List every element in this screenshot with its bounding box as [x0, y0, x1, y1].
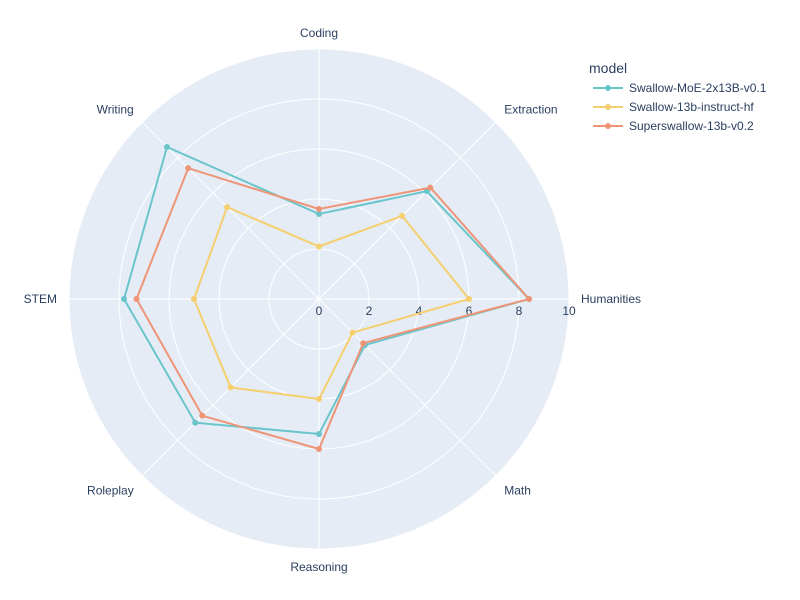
axis-label-stem: STEM [24, 292, 57, 306]
legend-item-1[interactable]: Swallow-13b-instruct-hf [593, 100, 754, 114]
data-point-1-extraction[interactable] [399, 212, 406, 219]
legend-swatch-marker [605, 85, 611, 91]
spoke-writing [141, 121, 320, 300]
series-layer [121, 143, 532, 452]
axis-label-extraction: Extraction [504, 103, 557, 117]
legend-title: model [589, 60, 627, 76]
data-point-2-roleplay[interactable] [199, 412, 206, 419]
data-point-1-roleplay[interactable] [227, 384, 234, 391]
data-point-0-roleplay[interactable] [192, 419, 199, 426]
data-point-0-writing[interactable] [163, 143, 170, 150]
data-point-2-extraction[interactable] [427, 184, 434, 191]
data-point-2-reasoning[interactable] [316, 446, 322, 452]
data-point-0-coding[interactable] [316, 211, 322, 217]
spoke-math [318, 298, 497, 477]
data-point-2-writing[interactable] [185, 165, 192, 172]
legend-swatch-marker [605, 104, 611, 110]
axis-label-roleplay: Roleplay [87, 483, 134, 497]
axis-label-math: Math [504, 483, 531, 497]
data-point-1-coding[interactable] [316, 243, 322, 250]
series-2 [133, 165, 532, 452]
data-point-2-coding[interactable] [316, 206, 322, 212]
data-point-1-reasoning[interactable] [316, 396, 322, 402]
legend-item-2[interactable]: Superswallow-13b-v0.2 [593, 119, 754, 133]
legend-label: Swallow-13b-instruct-hf [629, 100, 754, 114]
legend-label: Superswallow-13b-v0.2 [629, 119, 754, 133]
axis-label-reasoning: Reasoning [290, 560, 347, 574]
spoke-extraction [318, 121, 497, 300]
angular-axis-labels: Humanities Extraction Coding Writing STEM Rol… [24, 26, 641, 574]
angular-axis-lines [69, 49, 569, 549]
legend-items: Swallow-MoE-2x13B-v0.1 Swallow-13b-instru… [593, 81, 767, 133]
radial-tick-8: 8 [516, 304, 523, 318]
radial-tick-10: 10 [562, 304, 576, 318]
data-point-2-stem[interactable] [133, 296, 140, 302]
series-1 [191, 204, 472, 402]
radial-tick-2: 2 [366, 304, 373, 318]
data-point-2-humanities[interactable] [526, 296, 532, 302]
data-point-0-stem[interactable] [121, 296, 127, 302]
data-point-1-stem[interactable] [191, 296, 197, 302]
data-point-2-math[interactable] [360, 340, 367, 347]
data-point-1-math[interactable] [349, 329, 356, 336]
legend: model Swallow-MoE-2x13B-v0.1 Swallow-13b-… [589, 60, 767, 133]
data-point-0-reasoning[interactable] [316, 431, 322, 437]
data-point-1-writing[interactable] [224, 204, 231, 211]
legend-label: Swallow-MoE-2x13B-v0.1 [629, 81, 767, 95]
legend-swatch-marker [605, 123, 611, 129]
axis-label-writing: Writing [97, 103, 134, 117]
radial-tick-6: 6 [466, 304, 473, 318]
data-point-1-humanities[interactable] [466, 296, 472, 302]
legend-item-0[interactable]: Swallow-MoE-2x13B-v0.1 [593, 81, 767, 95]
radial-axis-tick-labels: 0 2 4 6 8 10 [316, 304, 576, 318]
axis-label-humanities: Humanities [581, 292, 641, 306]
radial-tick-0: 0 [316, 304, 323, 318]
axis-label-coding: Coding [300, 26, 338, 40]
radial-tick-4: 4 [416, 304, 423, 318]
